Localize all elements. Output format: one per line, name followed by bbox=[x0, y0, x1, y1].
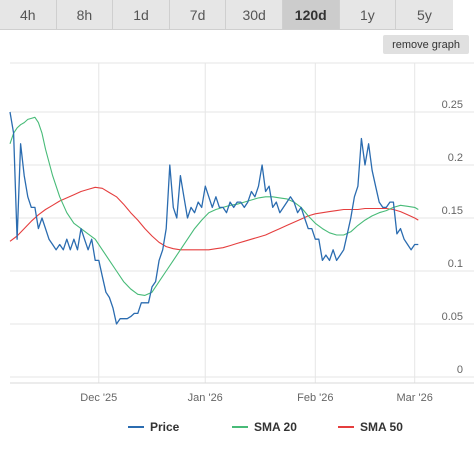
legend-label: Price bbox=[150, 420, 180, 434]
chart-grid bbox=[10, 62, 474, 384]
tab-7d[interactable]: 7d bbox=[169, 0, 227, 30]
x-tick-label: Dec '25 bbox=[80, 392, 117, 404]
legend-label: SMA 20 bbox=[254, 420, 297, 434]
y-tick-label: 0.1 bbox=[448, 258, 463, 270]
y-tick-label: 0 bbox=[457, 364, 463, 376]
series-line-price bbox=[9, 111, 419, 325]
legend-item-sma-20[interactable]: SMA 20 bbox=[232, 420, 297, 434]
legend-item-price[interactable]: Price bbox=[128, 420, 179, 434]
legend-label: SMA 50 bbox=[360, 420, 403, 434]
timeframe-tabs: 4h 8h 1d 7d 30d 120d 1y 5y bbox=[0, 0, 474, 30]
legend-item-sma-50[interactable]: SMA 50 bbox=[338, 420, 403, 434]
series-line-sma-20 bbox=[9, 116, 419, 296]
legend-swatch bbox=[338, 426, 354, 428]
y-axis-labels: 0 0.05 0.1 0.15 0.2 0.25 bbox=[442, 99, 463, 376]
tab-5y[interactable]: 5y bbox=[396, 0, 453, 30]
tab-1y[interactable]: 1y bbox=[339, 0, 397, 30]
tab-120d[interactable]: 120d bbox=[282, 0, 340, 30]
x-tick-label: Feb '26 bbox=[297, 392, 333, 404]
x-axis-labels: Dec '25 Jan '26 Feb '26 Mar '26 bbox=[80, 392, 433, 404]
y-tick-label: 0.05 bbox=[442, 311, 463, 323]
tab-1d[interactable]: 1d bbox=[113, 0, 170, 30]
legend-swatch bbox=[128, 426, 144, 428]
x-tick-label: Mar '26 bbox=[397, 392, 433, 404]
remove-graph-button[interactable]: remove graph bbox=[383, 35, 469, 54]
tab-30d[interactable]: 30d bbox=[226, 0, 283, 30]
tab-4h[interactable]: 4h bbox=[0, 0, 57, 30]
series-line-sma-50 bbox=[9, 186, 419, 251]
x-tick-label: Jan '26 bbox=[188, 392, 223, 404]
y-tick-label: 0.15 bbox=[442, 205, 463, 217]
y-tick-label: 0.2 bbox=[448, 152, 463, 164]
y-tick-label: 0.25 bbox=[442, 99, 463, 111]
chart-lines bbox=[9, 111, 419, 325]
tab-8h[interactable]: 8h bbox=[56, 0, 114, 30]
chart-legend: Price SMA 20 SMA 50 bbox=[0, 420, 474, 438]
legend-swatch bbox=[232, 426, 248, 428]
